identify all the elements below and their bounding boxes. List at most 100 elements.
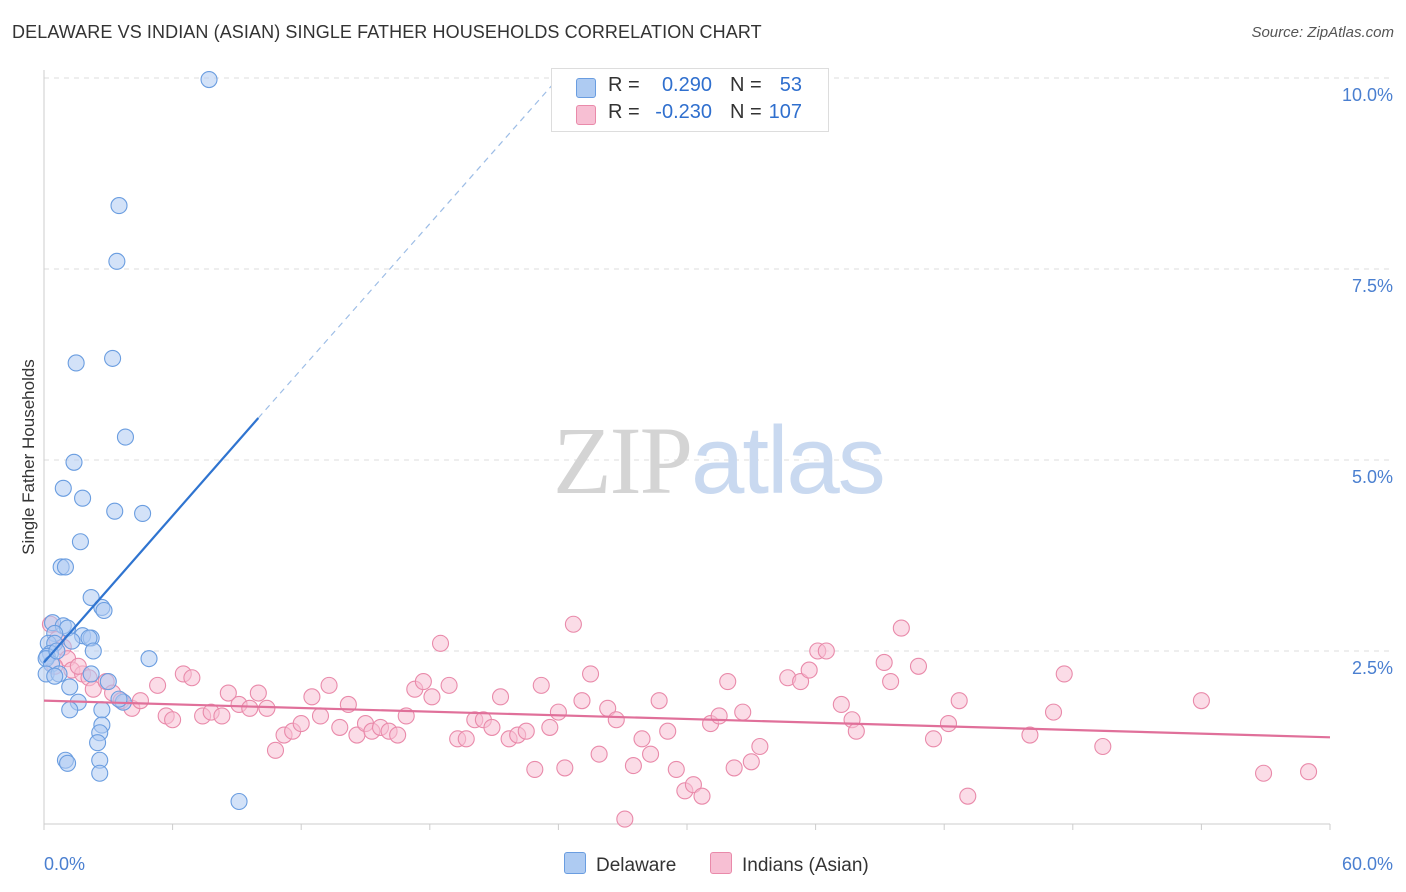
indian-point [1255,764,1273,782]
indian-point [483,718,501,736]
indian-point [581,665,600,683]
delaware-point [67,354,85,372]
indian-point [950,692,968,710]
indian-point [882,673,900,691]
delaware-point [59,754,77,772]
legend-label-delaware: Delaware [596,855,677,876]
delaware-point [140,650,158,668]
indian-point [624,757,642,775]
delaware-point [116,428,134,446]
delaware-point [54,479,72,497]
n-value: 107 [768,101,802,123]
indian-point [751,737,769,756]
delaware-point [61,678,79,696]
indian-point [549,703,567,721]
axes [43,70,1331,830]
indian-point [924,730,943,748]
indian-point [792,673,810,691]
indian-point [800,661,818,679]
indian-point [241,699,259,717]
delaware-point [104,349,122,367]
delaware-trend-line [43,417,260,664]
indian-point [1044,703,1063,721]
delaware-point [84,642,102,660]
legend-label-indian: Indians (Asian) [742,855,869,876]
delaware-point [61,701,79,719]
delaware-point [91,764,109,782]
x-tick-label-min: 0.0% [44,854,85,874]
indian-point [817,642,835,660]
watermark-atlas: atlas [691,407,886,514]
delaware-point [110,197,128,215]
stats-row-delaware: R = 0.290 N = 53 [552,74,828,100]
indian-points [41,615,1318,828]
indian-point [149,676,167,694]
indian-point [266,741,285,759]
indian-point [847,722,865,740]
indian-point [1300,763,1318,781]
indian-point [320,676,338,694]
trend-lines [43,77,1331,739]
indian-point [659,722,677,740]
r-value: 0.290 [661,74,712,96]
watermark: ZIPatlas [553,405,886,516]
grid-lines [44,77,1392,652]
indian-point [183,669,201,687]
indian-point [440,676,458,694]
indian-point [1055,665,1073,683]
indian-point [69,657,87,675]
indian-point [1192,692,1210,710]
delaware-point [89,734,107,752]
legend-delaware: Delaware [564,852,676,877]
r-value: -0.230 [655,101,712,123]
legend-swatch-indian [710,852,732,874]
indian-point [249,684,267,702]
indian-point [684,776,702,794]
r-label: R = [608,101,640,123]
tick-labels: 2.5% 5.0% 7.5% 10.0% 0.0% 60.0% [44,85,1393,874]
indian-point [258,699,276,717]
delaware-trend-extension [257,77,559,419]
delaware-point [82,665,100,683]
indian-point [590,745,608,763]
indian-point [607,711,625,729]
y-tick-label: 5.0% [1352,467,1393,487]
indian-point [491,688,510,706]
chart-title: DELAWARE VS INDIAN (ASIAN) SINGLE FATHER… [12,22,762,42]
indian-point [710,707,728,725]
delaware-points [37,70,248,811]
indian-point [742,753,760,771]
indian-point [1021,726,1039,744]
indian-point [389,726,407,744]
y-tick-label: 2.5% [1352,658,1393,678]
indian-point [213,707,231,725]
n-value: 53 [779,74,802,96]
indian-point [719,673,737,691]
indian-point [616,810,634,828]
indian-point [311,707,330,725]
indian-point [693,787,711,805]
y-tick-label: 10.0% [1342,85,1393,105]
r-label: R = [608,74,640,96]
delaware-point [46,667,64,685]
delaware-point [74,489,92,507]
indian-point [303,688,321,706]
delaware-point [93,701,111,719]
delaware-swatch [576,78,596,98]
x-tick-label-max: 60.0% [1342,854,1393,874]
indian-point [892,619,910,637]
indian-point [633,730,651,748]
stats-legend: R = 0.290 N = 53 R = -0.230 N = 107 [551,68,829,132]
delaware-point [82,588,100,607]
y-tick-label: 7.5% [1352,276,1393,296]
n-label: N = [730,74,762,96]
indian-point [875,653,893,672]
indian-point [642,745,660,763]
indian-point [164,711,182,729]
indian-point [219,684,237,702]
indian-point [131,692,149,710]
delaware-point [200,70,218,89]
indian-point [414,673,432,691]
delaware-point [99,673,117,691]
